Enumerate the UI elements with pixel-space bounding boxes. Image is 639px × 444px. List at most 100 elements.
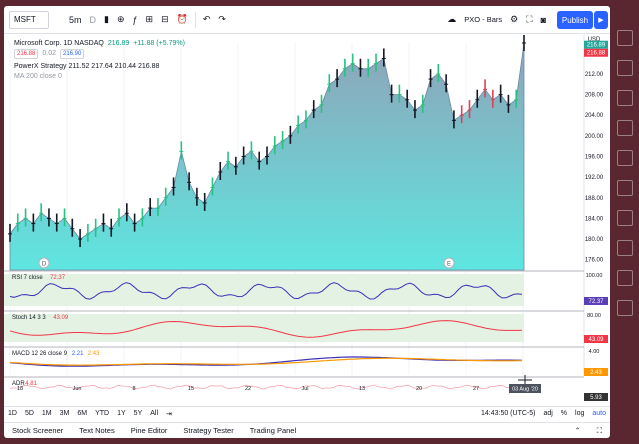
hotlist-icon[interactable]: [617, 120, 633, 136]
event-marker: [443, 257, 455, 269]
last-price-tag2: [584, 48, 608, 57]
ask-chip[interactable]: 216.90: [59, 49, 85, 59]
help-icon[interactable]: [617, 300, 633, 316]
pane-label: MACD 12 26 close 9: [12, 351, 68, 357]
cursor-date-label: 03 Aug '20: [512, 387, 538, 393]
time-tick: 22: [245, 386, 251, 392]
streams-icon[interactable]: [617, 240, 633, 256]
last-price-tag: [584, 40, 608, 49]
templates-icon[interactable]: ⊟: [161, 14, 169, 24]
event-marker: [38, 257, 50, 269]
maximize-panel-icon[interactable]: ⛶: [596, 425, 602, 435]
price-tick: 212.00: [585, 72, 604, 78]
tab-text-notes[interactable]: Text Notes: [79, 426, 115, 435]
clock-time[interactable]: 14:43:50 (UTC-5): [480, 410, 536, 417]
pane-badge: [584, 393, 608, 401]
pane-badge: [584, 368, 608, 376]
range-6m[interactable]: 6M: [77, 410, 88, 417]
indicators-icon[interactable]: ⊞: [145, 14, 154, 24]
range-5y[interactable]: 5Y: [133, 410, 143, 417]
bid-chip[interactable]: 216.88: [14, 49, 39, 59]
macd-value-2: 2.43: [88, 351, 100, 357]
compare-icon[interactable]: ƒ: [132, 14, 138, 25]
goto-date-icon[interactable]: ⇥: [166, 410, 172, 418]
tab-stock-screener[interactable]: Stock Screener: [12, 426, 64, 435]
redo-icon[interactable]: ↷: [218, 14, 226, 24]
chart-svg: D EUSD212.00208.00204.00200.00196.00192.0…: [4, 33, 608, 401]
tradingview-app: MSFT 5m D ▮ ⊕ ƒ ⊞ ⊟ ⏰ ↶ ↷ ☁ PXO - Bars ⚙…: [4, 6, 610, 438]
settings-icon[interactable]: ⚙: [510, 14, 519, 24]
camera-icon[interactable]: ◙: [540, 14, 546, 25]
price-tick: 200.00: [585, 134, 604, 140]
pane-tick: 4.00: [589, 349, 600, 355]
watchlist-icon[interactable]: [617, 30, 633, 46]
pane-band: [4, 274, 524, 306]
tab-trading-panel[interactable]: Trading Panel: [249, 426, 297, 435]
layout-name[interactable]: PXO - Bars: [464, 15, 503, 24]
price-change: +11.88 (+5.79%): [133, 40, 185, 47]
price-tick: 208.00: [585, 93, 604, 99]
price-tick: 192.00: [585, 175, 604, 181]
time-tick: 27: [473, 386, 479, 392]
last-price-tag-label: 216.89: [587, 43, 606, 49]
alert-icon[interactable]: ⏰: [176, 14, 188, 24]
range-1m[interactable]: 1M: [41, 410, 52, 417]
range-ytd[interactable]: YTD: [95, 410, 110, 417]
macd-signal-line: [9, 357, 522, 366]
range-3m[interactable]: 3M: [59, 410, 70, 417]
cursor-date-tag: [509, 384, 541, 393]
chat-icon[interactable]: [617, 210, 633, 226]
last-price: 216.89: [107, 40, 130, 47]
price-tick: 188.00: [585, 196, 604, 202]
play-button[interactable]: ▶: [594, 11, 608, 29]
range-1d[interactable]: 1D: [8, 410, 17, 417]
collapse-panel-icon[interactable]: ⌃: [574, 426, 581, 435]
pane-tick: 80.00: [587, 313, 601, 319]
percent-toggle[interactable]: %: [560, 410, 568, 417]
price-axis-unit: USD: [588, 37, 601, 43]
price-tick: 176.00: [585, 258, 604, 264]
adj-toggle[interactable]: adj: [543, 410, 553, 417]
auto-toggle[interactable]: auto: [592, 410, 606, 417]
undo-icon[interactable]: ↶: [202, 14, 211, 24]
range-1y[interactable]: 1Y: [117, 410, 126, 417]
pane-value: 4.81: [25, 381, 37, 387]
cloud-icon[interactable]: ☁: [447, 14, 457, 24]
interval-dropdown[interactable]: D: [89, 14, 97, 25]
pane-label: Stoch 14 3 3: [12, 315, 46, 321]
bottom-toolbar: 1D 5D 1M 3M 6M YTD 1Y 5Y All ⇥ 14:43:50 …: [4, 406, 610, 420]
ideas-icon[interactable]: [617, 180, 633, 196]
range-all[interactable]: All: [150, 410, 159, 417]
chart-area[interactable]: D E USD 212.00 208.00 204.00 200.00 196.00 192.0…: [4, 33, 610, 401]
tab-strategy-tester[interactable]: Strategy Tester: [183, 426, 234, 435]
pane-badge-label: 2.43: [590, 370, 602, 376]
tab-pine-editor[interactable]: Pine Editor: [130, 426, 168, 435]
bottom-panel-tabs: Stock Screener Text Notes Pine Editor St…: [4, 422, 610, 438]
log-toggle[interactable]: log: [575, 410, 585, 417]
fullscreen-icon[interactable]: ⛶: [526, 14, 533, 24]
time-tick: Jun: [73, 386, 82, 392]
ma-legend[interactable]: MA 200 close 0: [14, 73, 62, 80]
add-indicator-icon[interactable]: ⊕: [116, 14, 125, 24]
stoch-line: [9, 320, 523, 338]
data-window-icon[interactable]: [617, 90, 633, 106]
calendar-icon[interactable]: [617, 150, 633, 166]
symbol-title: Microsoft Corp. 1D NASDAQ: [14, 40, 104, 47]
adr-line: [9, 384, 523, 390]
symbol-search[interactable]: MSFT: [9, 10, 49, 29]
range-5d[interactable]: 5D: [24, 410, 34, 417]
strategy-legend[interactable]: PowerX Strategy 211.52 217.64 210.44 216…: [14, 63, 160, 70]
notifications-icon[interactable]: [617, 270, 633, 286]
pane-label: RSI 7 close: [12, 275, 43, 281]
rsi-line: [9, 282, 523, 300]
bar-style-icon[interactable]: ▮: [104, 14, 109, 24]
spread: 0.02: [42, 50, 56, 57]
publish-button[interactable]: Publish: [557, 11, 593, 29]
macd-line: [9, 356, 523, 367]
chart-legend: Microsoft Corp. 1D NASDAQ 216.89 +11.88 …: [14, 39, 185, 82]
alerts-icon[interactable]: [617, 60, 633, 76]
pane-value: 72.37: [50, 275, 66, 281]
interval-button[interactable]: 5m: [69, 14, 82, 25]
pane-tick: 100.00: [586, 273, 603, 279]
price-tick: 196.00: [585, 155, 604, 161]
